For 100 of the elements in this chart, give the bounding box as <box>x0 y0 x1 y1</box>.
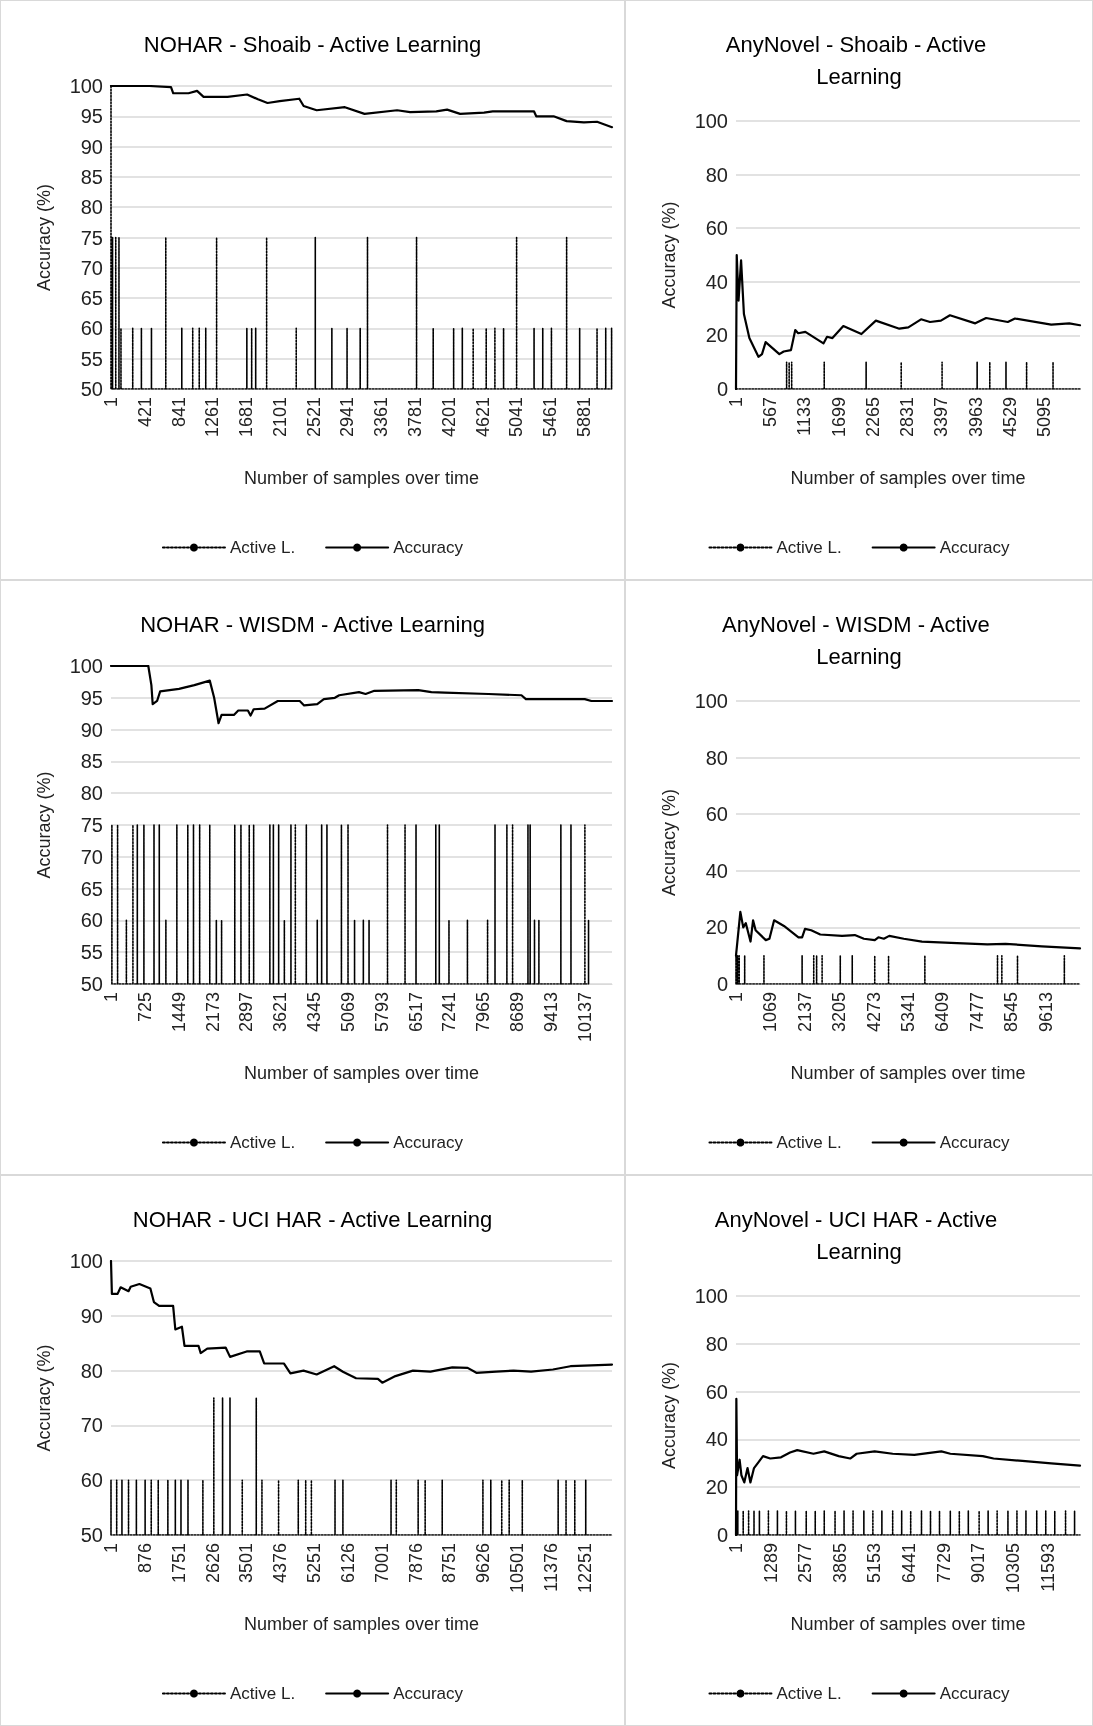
y-tick-label: 75 <box>80 226 103 249</box>
x-tick-label: 7241 <box>439 992 460 1033</box>
y-axis-title: Accuracy (%) <box>34 183 54 292</box>
chart-title: AnyNovel - UCI HAR - Active Learning <box>714 1206 1004 1264</box>
legend-label: Accuracy <box>939 1133 1011 1152</box>
x-tick-label: 1699 <box>828 397 849 438</box>
y-tick-label: 75 <box>80 814 103 836</box>
y-tick-label: 85 <box>80 165 103 188</box>
y-tick-label: 55 <box>80 347 103 370</box>
y-tick-label: 100 <box>69 655 103 677</box>
x-tick-label: 6409 <box>932 992 953 1033</box>
x-axis-title: Number of samples over time <box>790 1614 1026 1634</box>
x-tick-label: 1 <box>101 992 121 1003</box>
x-tick-label: 5069 <box>337 992 358 1033</box>
y-tick-label: 80 <box>80 196 103 219</box>
legend-label: Accuracy <box>393 1133 464 1152</box>
y-tick-label: 60 <box>80 1469 103 1492</box>
y-tick-label: 50 <box>80 1524 103 1546</box>
x-tick-label: 10305 <box>1002 1543 1023 1594</box>
legend-label: Active L. <box>229 1684 296 1703</box>
legend-label: Active L. <box>229 538 296 557</box>
x-tick-label: 1681 <box>236 397 257 438</box>
x-tick-label: 4529 <box>999 397 1020 438</box>
chart-title: NOHAR - WISDM - Active Learning <box>140 611 485 637</box>
x-tick-label: 2831 <box>897 397 918 438</box>
x-tick-label: 725 <box>134 992 155 1023</box>
x-tick-label: 4273 <box>863 992 884 1033</box>
chart-title: NOHAR - Shoaib - Active Learning <box>143 31 482 57</box>
y-tick-label: 85 <box>80 750 103 773</box>
legend-label: Active L. <box>776 1684 842 1703</box>
x-tick-label: 4345 <box>304 992 325 1033</box>
x-tick-label: 10137 <box>574 992 595 1043</box>
x-tick-label: 5881 <box>573 397 594 438</box>
x-tick-label: 421 <box>134 397 155 428</box>
x-axis-title: Number of samples over time <box>243 1063 480 1083</box>
x-tick-label: 9413 <box>540 992 561 1033</box>
y-tick-label: 60 <box>705 217 728 240</box>
x-tick-label: 11376 <box>541 1543 562 1592</box>
y-tick-label: 60 <box>80 317 103 340</box>
y-tick-label: 20 <box>705 1476 728 1499</box>
x-tick-label: 3865 <box>829 1543 850 1584</box>
x-tick-label: 7876 <box>405 1543 426 1584</box>
x-tick-label: 12251 <box>574 1543 595 1594</box>
x-tick-label: 7965 <box>473 992 494 1033</box>
x-tick-label: 5251 <box>304 1543 325 1584</box>
line-series <box>109 1259 614 1384</box>
y-tick-label: 20 <box>705 916 728 939</box>
x-tick-label: 5095 <box>1034 397 1055 438</box>
x-tick-label: 4201 <box>438 397 459 438</box>
x-tick-label: 3205 <box>829 992 850 1033</box>
y-tick-label: 100 <box>694 1285 728 1307</box>
x-tick-label: 3501 <box>236 1543 257 1584</box>
x-tick-label: 3361 <box>371 397 392 438</box>
y-axis-title: Accuracy (%) <box>659 788 679 897</box>
x-tick-label: 8689 <box>507 992 528 1033</box>
x-tick-label: 7001 <box>371 1543 392 1584</box>
y-tick-label: 20 <box>705 324 728 347</box>
y-tick-label: 65 <box>80 287 103 310</box>
y-tick-label: 0 <box>716 973 728 995</box>
y-tick-label: 100 <box>694 690 728 712</box>
x-tick-label: 5041 <box>506 397 527 438</box>
legend-label: Active L. <box>229 1133 296 1152</box>
x-tick-label: 1449 <box>168 992 189 1033</box>
y-tick-label: 100 <box>69 75 103 97</box>
x-tick-label: 10501 <box>507 1543 528 1594</box>
x-tick-label: 5153 <box>864 1543 885 1584</box>
x-tick-label: 9613 <box>1035 992 1056 1033</box>
y-tick-label: 80 <box>80 1359 103 1382</box>
chart-title: AnyNovel - WISDM - Active Learning <box>722 611 996 669</box>
x-tick-label: 1 <box>726 1543 746 1554</box>
y-tick-label: 70 <box>80 1414 103 1437</box>
x-tick-label: 7729 <box>933 1543 954 1584</box>
legend-label: Accuracy <box>393 538 464 557</box>
x-tick-label: 6517 <box>405 992 426 1033</box>
legend-label: Accuracy <box>393 1684 464 1703</box>
x-tick-label: 567 <box>760 397 781 428</box>
x-tick-label: 9626 <box>473 1543 494 1584</box>
x-tick-label: 3963 <box>965 397 986 438</box>
x-tick-label: 2521 <box>303 397 324 438</box>
y-tick-label: 60 <box>705 803 728 826</box>
y-tick-label: 0 <box>716 378 728 400</box>
y-tick-label: 60 <box>705 1380 728 1403</box>
y-tick-label: 90 <box>80 1304 103 1327</box>
x-tick-label: 2265 <box>862 397 883 438</box>
x-tick-label: 1133 <box>794 397 815 436</box>
chart-title: AnyNovel - Shoaib - Active Learning <box>725 31 993 89</box>
x-tick-label: 1289 <box>760 1543 781 1584</box>
x-tick-label: 3781 <box>405 397 426 438</box>
legend-label: Active L. <box>776 1133 842 1152</box>
x-tick-label: 2577 <box>795 1543 816 1584</box>
chart-title: NOHAR - UCI HAR - Active Learning <box>132 1206 493 1232</box>
x-tick-label: 876 <box>134 1543 155 1574</box>
x-tick-label: 11593 <box>1037 1543 1058 1592</box>
x-tick-label: 4621 <box>472 397 493 438</box>
y-tick-label: 70 <box>80 845 103 868</box>
y-tick-label: 0 <box>716 1524 728 1546</box>
x-tick-label: 2626 <box>202 1543 223 1584</box>
x-tick-label: 841 <box>168 397 189 428</box>
line-series <box>109 664 614 725</box>
y-tick-label: 90 <box>80 718 103 741</box>
